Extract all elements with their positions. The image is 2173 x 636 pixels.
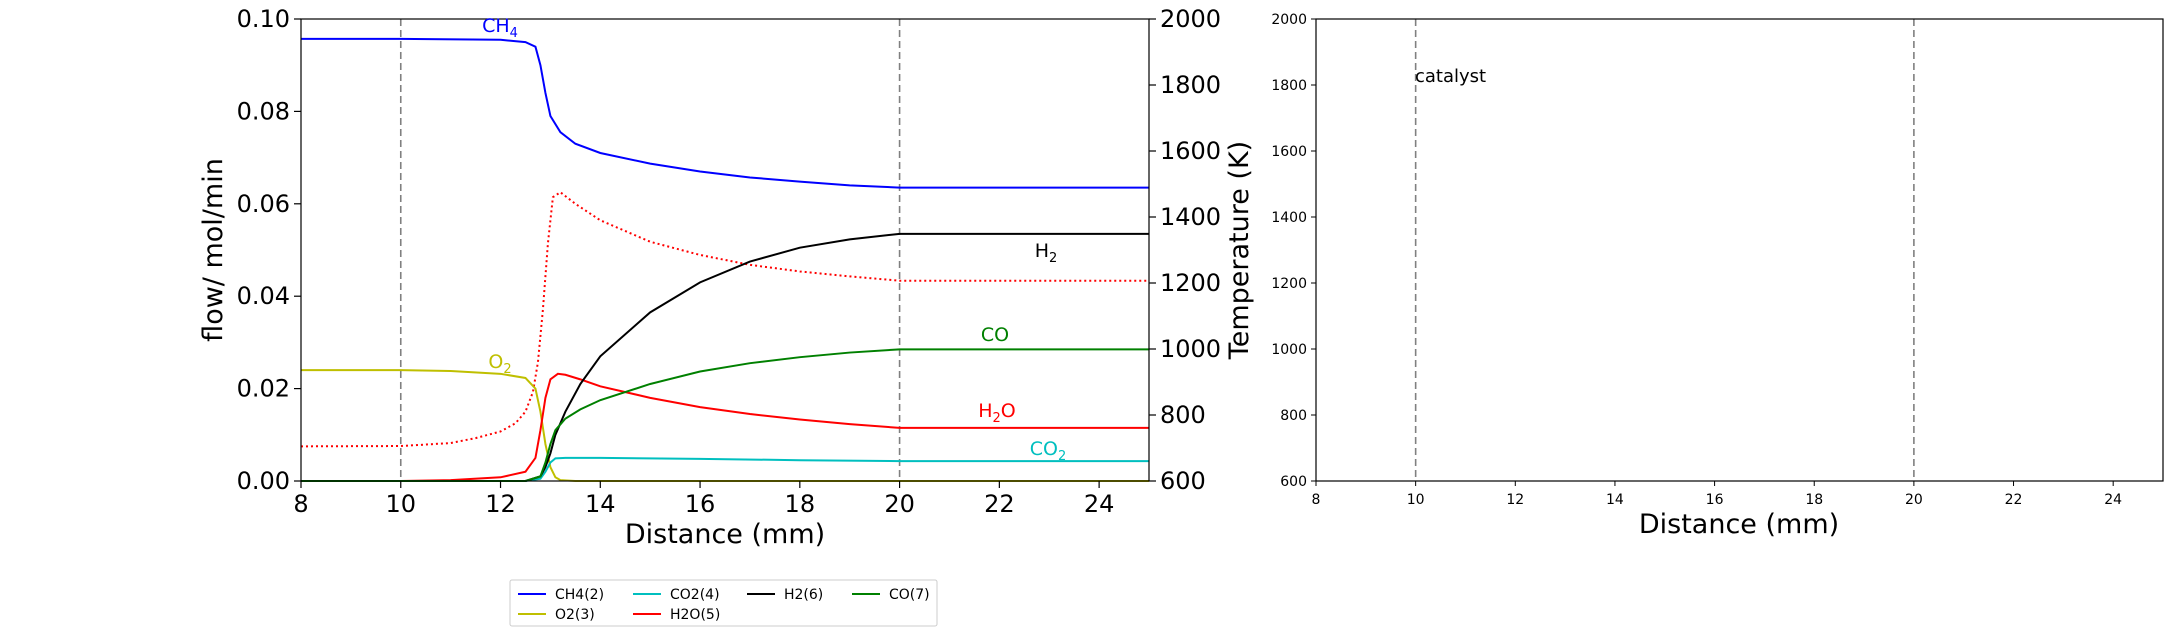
legend-label: CH4(2) bbox=[555, 587, 604, 603]
legend-label: H2(6) bbox=[784, 587, 823, 603]
y-tick-label: 0.02 bbox=[237, 375, 290, 403]
left-x-axis-label: Distance (mm) bbox=[625, 519, 825, 550]
legend-label: O2(3) bbox=[555, 607, 595, 623]
y2-tick-label: 1800 bbox=[1160, 71, 1221, 99]
right-y-tick-label: 1800 bbox=[1271, 78, 1307, 94]
series-label: CH4 bbox=[482, 15, 518, 41]
right-x-tick-label: 12 bbox=[1506, 492, 1524, 508]
series-line-ch4-2 bbox=[301, 37, 1149, 189]
series-line-h2o-5 bbox=[301, 372, 1149, 482]
y-tick-label: 0.06 bbox=[237, 190, 290, 218]
legend: CH4(2) CO2(4) H2(6) CO(7) O2(3) H2O(5) bbox=[509, 579, 938, 627]
left-chart-axes: 8 10 12 14 16 18 20 22 24 0.00 0.02 0.04 0.06 0.08 0.1… bbox=[237, 5, 1222, 518]
right-y-tick-label: 1200 bbox=[1271, 276, 1307, 292]
left-y-axis-label: flow/ mol/min bbox=[198, 158, 229, 342]
series-label: O2 bbox=[488, 351, 511, 377]
series-label: H2 bbox=[1035, 240, 1058, 266]
left-plot-frame bbox=[300, 18, 1150, 482]
right-chart-x-axis-label: Distance (mm) bbox=[1639, 509, 1839, 540]
legend-label: CO2(4) bbox=[670, 587, 720, 603]
right-y-tick-label: 1600 bbox=[1271, 144, 1307, 160]
y-tick-label: 0.10 bbox=[237, 5, 290, 33]
x-tick-label: 24 bbox=[1084, 490, 1115, 518]
right-x-tick-label: 10 bbox=[1407, 492, 1425, 508]
y-tick-label: 0.04 bbox=[237, 282, 290, 310]
right-y-tick-label: 2000 bbox=[1271, 12, 1307, 28]
right-x-tick-label: 14 bbox=[1606, 492, 1624, 508]
right-x-tick-label: 24 bbox=[2104, 492, 2122, 508]
x-tick-label: 22 bbox=[984, 490, 1015, 518]
y2-tick-label: 1000 bbox=[1160, 335, 1221, 363]
y-tick-label: 0.08 bbox=[237, 97, 290, 125]
right-x-tick-label: 18 bbox=[1805, 492, 1823, 508]
series-line-co-7 bbox=[301, 348, 1149, 482]
series-label: CO bbox=[981, 324, 1009, 346]
x-tick-label: 10 bbox=[385, 490, 416, 518]
right-chart: 8 10 12 14 16 18 20 22 24 600 800 1000 1200 1400 1600 1… bbox=[1271, 12, 2164, 540]
legend-label: CO(7) bbox=[889, 587, 930, 603]
series-label: H2O bbox=[978, 400, 1016, 426]
right-x-tick-label: 16 bbox=[1706, 492, 1724, 508]
y2-tick-label: 800 bbox=[1160, 401, 1206, 429]
y2-tick-label: 2000 bbox=[1160, 5, 1221, 33]
legend-label: H2O(5) bbox=[670, 607, 720, 623]
right-chart-marks bbox=[1414, 19, 1915, 481]
catalyst-annotation: catalyst bbox=[1415, 66, 1486, 87]
right-plot-frame bbox=[1315, 18, 2164, 482]
left-chart-marks bbox=[300, 19, 1149, 482]
y2-tick-label: 600 bbox=[1160, 467, 1206, 495]
right-x-tick-label: 22 bbox=[2005, 492, 2023, 508]
y2-tick-label: 1200 bbox=[1160, 269, 1221, 297]
left-chart-series-labels: CH4 O2 CO2 H2O H2 CO bbox=[482, 15, 1066, 464]
legend-frame bbox=[509, 579, 938, 627]
right-x-tick-label: 20 bbox=[1905, 492, 1923, 508]
y2-tick-label: 1600 bbox=[1160, 137, 1221, 165]
left-chart: 8 10 12 14 16 18 20 22 24 0.00 0.02 0.04 0.06 0.08 0.1… bbox=[198, 5, 1255, 550]
right-chart-axes: 8 10 12 14 16 18 20 22 24 600 800 1000 1200 1400 1600 1… bbox=[1271, 12, 2122, 508]
right-y-tick-label: 1000 bbox=[1271, 342, 1307, 358]
x-tick-label: 8 bbox=[293, 490, 308, 518]
y-tick-label: 0.00 bbox=[237, 467, 290, 495]
x-tick-label: 20 bbox=[884, 490, 915, 518]
right-y-tick-label: 800 bbox=[1280, 408, 1307, 424]
x-tick-label: 18 bbox=[785, 490, 816, 518]
y2-tick-label: 1400 bbox=[1160, 203, 1221, 231]
series-line-co2-4 bbox=[301, 456, 1149, 482]
series-line-o2-3 bbox=[301, 369, 1149, 482]
right-x-tick-label: 8 bbox=[1312, 492, 1321, 508]
x-tick-label: 12 bbox=[485, 490, 516, 518]
series-label: CO2 bbox=[1030, 438, 1067, 464]
right-y-tick-label: 1400 bbox=[1271, 210, 1307, 226]
x-tick-label: 14 bbox=[585, 490, 616, 518]
right-y-axis-label: Temperature (K) bbox=[1224, 141, 1255, 360]
x-tick-label: 16 bbox=[685, 490, 716, 518]
right-y-tick-label: 600 bbox=[1280, 474, 1307, 490]
